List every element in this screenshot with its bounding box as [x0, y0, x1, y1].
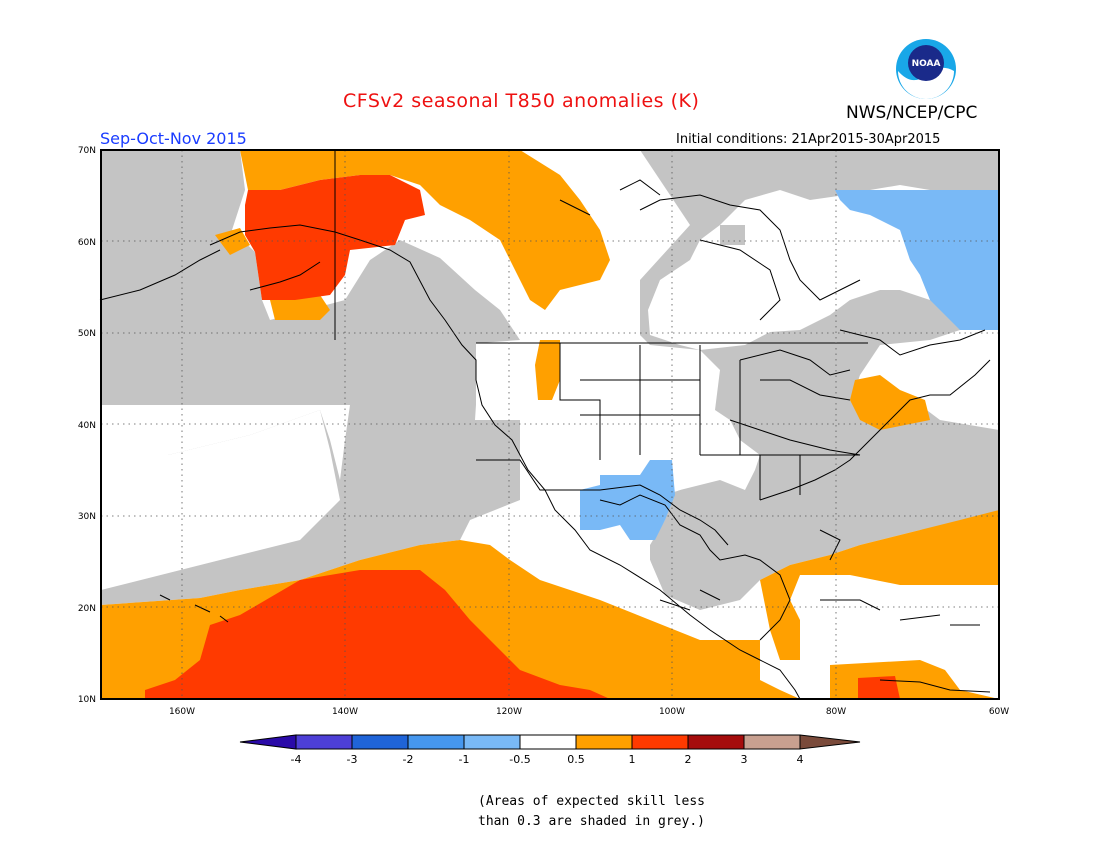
lon-label-120w: 120W — [496, 707, 522, 717]
legend-bin — [687, 734, 745, 750]
legend-tick: -1 — [459, 753, 470, 766]
noaa-logo-text: NOAA — [912, 59, 941, 69]
coastlines — [99, 150, 991, 700]
legend-tick: -0.5 — [509, 753, 530, 766]
legend-bin — [743, 734, 801, 750]
legend-tick: 2 — [685, 753, 692, 766]
latitude-labels: 70N 60N 50N 40N 30N 20N 10N — [78, 146, 96, 705]
skill-note: (Areas of expected skill less than 0.3 a… — [478, 792, 705, 832]
lat-label-40n: 40N — [78, 421, 96, 431]
map-frame — [100, 149, 1000, 700]
legend-bin — [463, 734, 521, 750]
legend-bin — [575, 734, 633, 750]
legend-bin-above-max — [799, 734, 861, 750]
skill-note-line: (Areas of expected skill less — [478, 794, 705, 809]
legend-tick: 1 — [629, 753, 636, 766]
legend-bin — [407, 734, 465, 750]
map-title: CFSv2 seasonal T850 anomalies (K) — [343, 90, 700, 112]
legend-tick: -4 — [291, 753, 302, 766]
legend-bin-below-min — [239, 734, 297, 750]
lat-label-70n: 70N — [78, 146, 96, 156]
legend-tick: -3 — [347, 753, 358, 766]
lon-label-80w: 80W — [826, 707, 846, 717]
legend-bin — [351, 734, 409, 750]
legend-bin — [631, 734, 689, 750]
lon-label-100w: 100W — [659, 707, 685, 717]
lat-label-10n: 10N — [78, 695, 96, 705]
cool-anomaly-region — [580, 190, 999, 540]
graticule — [101, 150, 999, 699]
legend-tick: 4 — [797, 753, 804, 766]
season-label: Sep-Oct-Nov 2015 — [100, 129, 247, 148]
noaa-logo: NOAA — [896, 39, 956, 99]
color-legend — [239, 734, 861, 750]
skill-note-line: than 0.3 are shaded in grey.) — [478, 814, 705, 829]
legend-bin — [295, 734, 353, 750]
lat-label-20n: 20N — [78, 604, 96, 614]
agency-label: NWS/NCEP/CPC — [846, 103, 978, 123]
legend-tick: -2 — [403, 753, 414, 766]
legend-tick: 0.5 — [567, 753, 585, 766]
lon-label-140w: 140W — [332, 707, 358, 717]
lon-label-160w: 160W — [169, 707, 195, 717]
longitude-labels: 160W 140W 120W 100W 80W 60W — [169, 707, 1009, 717]
initial-conditions-label: Initial conditions: 21Apr2015-30Apr2015 — [676, 132, 941, 147]
legend-tick: 3 — [741, 753, 748, 766]
lon-label-60w: 60W — [989, 707, 1009, 717]
lat-label-60n: 60N — [78, 238, 96, 248]
legend-bin — [519, 734, 577, 750]
lat-label-50n: 50N — [78, 329, 96, 339]
legend-tick-labels: -4 -3 -2 -1 -0.5 0.5 1 2 3 4 — [291, 753, 804, 766]
lat-label-30n: 30N — [78, 512, 96, 522]
